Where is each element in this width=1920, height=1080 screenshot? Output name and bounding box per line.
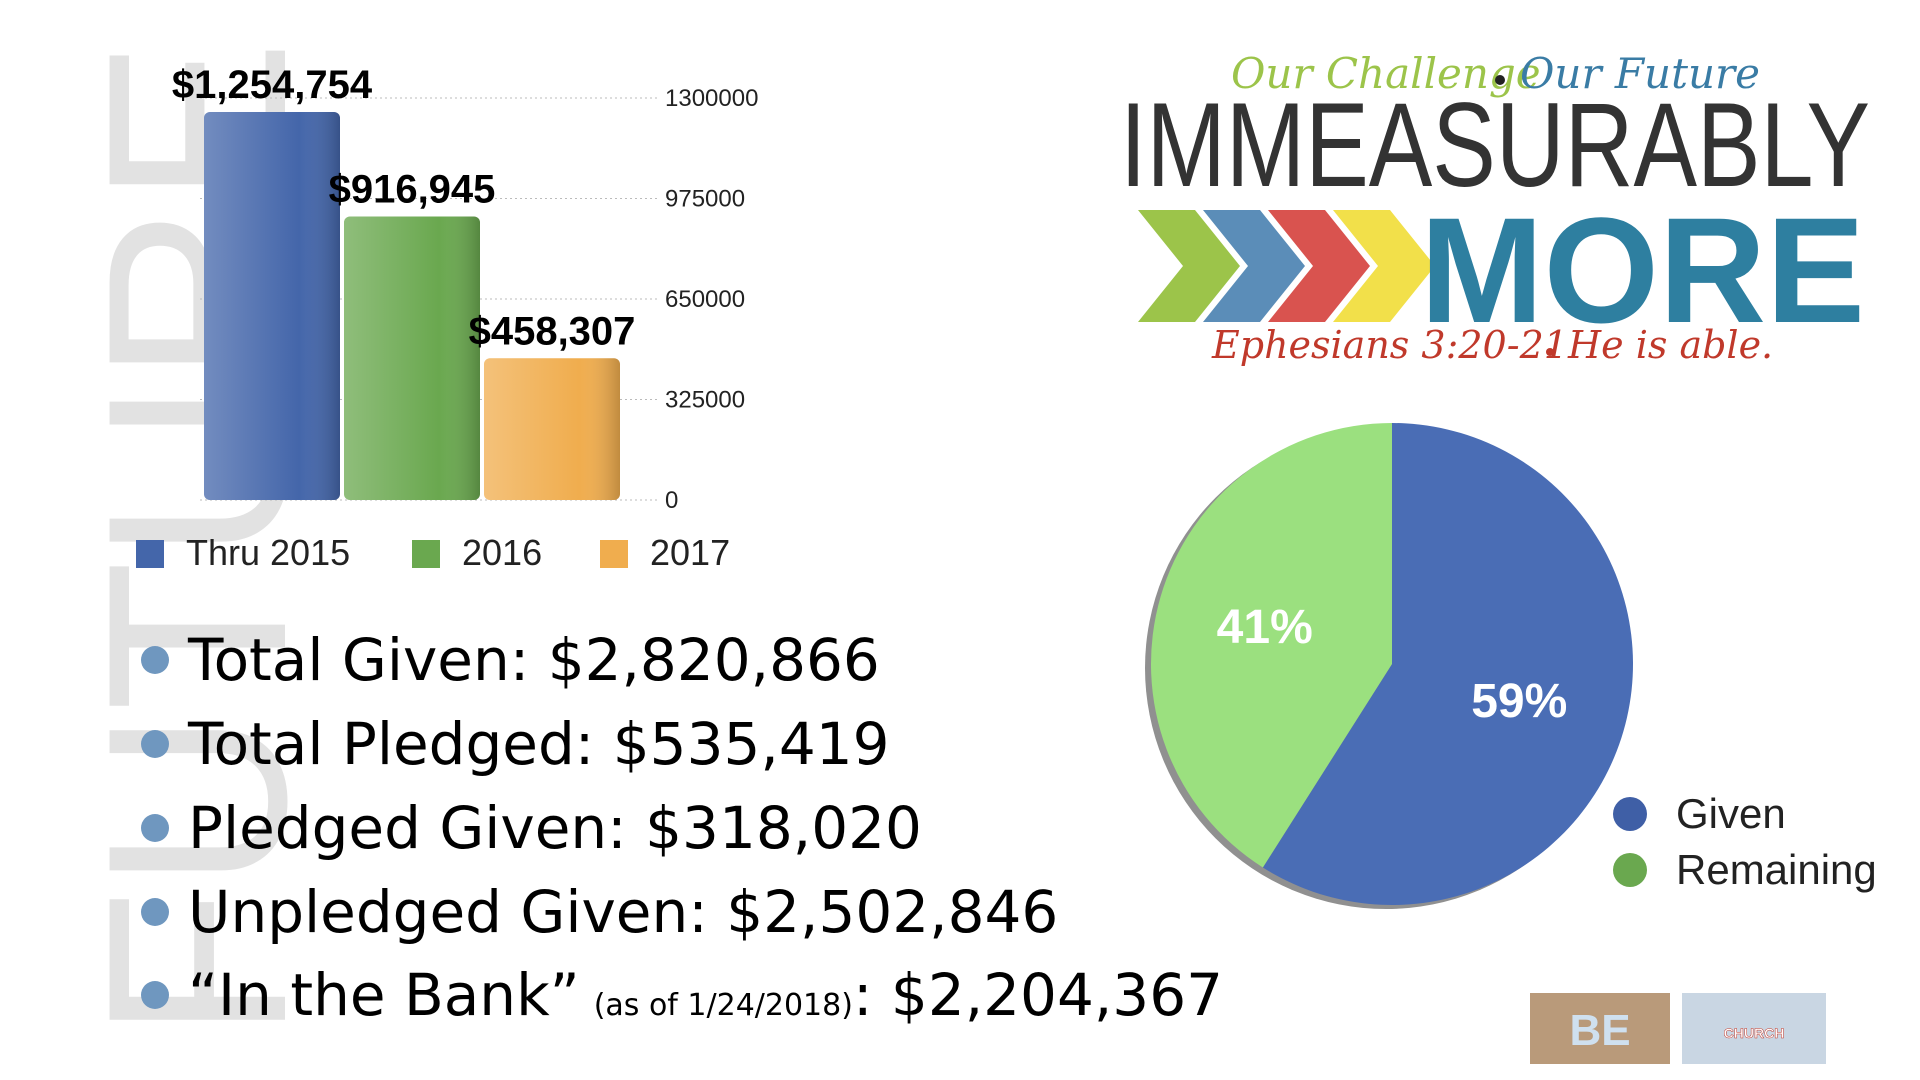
logo-verse: Ephesians 3:20-21 [1211, 323, 1568, 367]
legend-label: Given [1676, 790, 1786, 837]
bullet-list: Total Given: $2,820,866 Total Pledged: $… [141, 626, 1223, 1029]
chevron [1268, 210, 1370, 322]
logo-line: Our Challenge [1231, 49, 1541, 98]
y-tick-label: 650000 [665, 286, 745, 313]
bar-shade [484, 358, 620, 500]
logo: Our Challenge Our Future IMMEASURABLY MO… [1120, 49, 1870, 367]
logo-word: MORE [1420, 186, 1865, 354]
legend-swatch [600, 540, 628, 568]
chevron [1203, 210, 1305, 322]
pie-slice [1262, 423, 1633, 905]
thumbnail [1530, 993, 1670, 1064]
bullet-icon [141, 981, 169, 1009]
y-tick-label: 1300000 [665, 85, 758, 112]
legend-label: Thru 2015 [186, 532, 350, 573]
legend-label: 2017 [650, 532, 730, 573]
legend-swatch [136, 540, 164, 568]
legend-label: 2016 [462, 532, 542, 573]
bullet-icon [141, 646, 169, 674]
chevron [1333, 210, 1435, 322]
data-label: $1,254,754 [172, 63, 373, 107]
pie-slice [1150, 423, 1392, 868]
bullet-note: (as of 1/24/2018) [594, 988, 853, 1023]
thumbnail-text: CHURCH [1724, 1025, 1785, 1041]
thumbnail [1682, 993, 1826, 1064]
bar-shade [344, 216, 480, 500]
legend-swatch [412, 540, 440, 568]
logo-title: IMMEASURABLY [1120, 78, 1870, 212]
bar-chart: 0 325000 650000 975000 1300000 $1,254,754 Thru… [136, 63, 758, 573]
chevron [1138, 210, 1240, 322]
legend-marker [1613, 853, 1647, 887]
dot [1495, 75, 1505, 85]
logo-tagline: He is able. [1567, 323, 1773, 367]
data-label: $458,307 [469, 309, 636, 353]
bullet: “In the Bank” (as of 1/24/2018): $2,204,3… [188, 961, 1223, 1029]
bullet: Unpledged Given: $2,502,846 [188, 878, 1058, 946]
legend-label: Remaining [1676, 846, 1877, 893]
legend-marker [1613, 797, 1647, 831]
bullet-icon [141, 814, 169, 842]
thumbnail-text: BE [1569, 1006, 1630, 1055]
logo-line: Our Future [1520, 49, 1760, 98]
y-tick-label: 0 [665, 487, 678, 514]
bullet-icon [141, 730, 169, 758]
bullet-part: : $2,204,367 [853, 961, 1223, 1029]
bullet-part: “In the Bank” [188, 961, 580, 1029]
y-tick-label: 325000 [665, 387, 745, 414]
bullet-icon [141, 898, 169, 926]
pie-chart: 59% Given 41% Remaining [1145, 423, 1877, 909]
data-label: 41% [1217, 601, 1313, 654]
data-label: $916,945 [329, 167, 496, 211]
bullet: Total Pledged: $535,419 [187, 710, 890, 778]
bar-shade [204, 111, 340, 500]
bullet: Total Given: $2,820,866 [187, 626, 880, 694]
y-tick-label: 975000 [665, 186, 745, 213]
data-label: 59% [1471, 675, 1567, 728]
dot [1546, 348, 1554, 356]
bullet: Pledged Given: $318,020 [188, 794, 922, 862]
